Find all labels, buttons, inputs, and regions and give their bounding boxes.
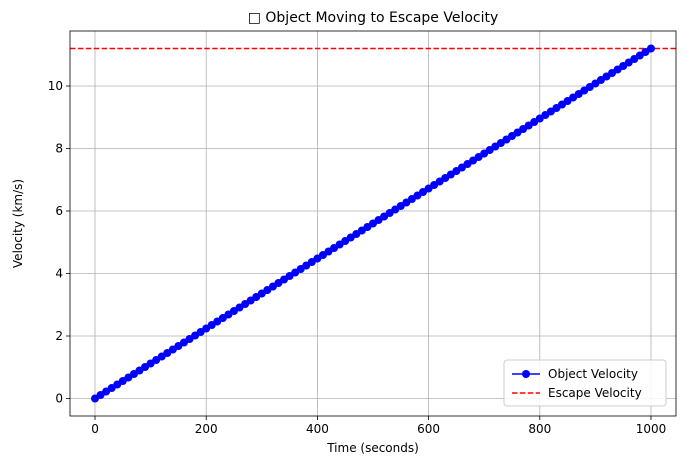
series-layer — [91, 44, 655, 403]
y-tick-label: 4 — [55, 267, 63, 281]
y-axis-label: Velocity (km/s) — [11, 179, 25, 268]
x-tick-label: 200 — [195, 422, 218, 436]
x-tick-label: 400 — [306, 422, 329, 436]
y-axis-ticks: 0 2 4 6 8 10 — [48, 79, 70, 406]
legend-box — [503, 359, 667, 407]
y-tick-label: 10 — [48, 79, 63, 93]
x-tick-label: 600 — [417, 422, 440, 436]
y-tick-label: 0 — [55, 392, 63, 406]
y-tick-label: 8 — [55, 142, 63, 156]
legend-label-object-velocity: Object Velocity — [548, 367, 638, 381]
y-tick-label: 6 — [55, 204, 63, 218]
data-point — [646, 44, 655, 53]
legend-label-escape-velocity: Escape Velocity — [548, 386, 642, 400]
y-tick-label: 2 — [55, 329, 63, 343]
x-tick-label: 0 — [91, 422, 99, 436]
x-tick-label: 1000 — [636, 422, 667, 436]
plot-frame — [69, 30, 677, 417]
x-tick-label: 800 — [528, 422, 551, 436]
x-axis-ticks: 0 200 400 600 800 1000 — [91, 416, 666, 436]
x-axis-label: Time (seconds) — [326, 441, 419, 455]
grid — [70, 31, 676, 416]
legend-marker-object-velocity — [522, 370, 530, 378]
chart-title: □ Object Moving to Escape Velocity — [248, 10, 499, 26]
legend: Object Velocity Escape Velocity — [503, 359, 667, 407]
